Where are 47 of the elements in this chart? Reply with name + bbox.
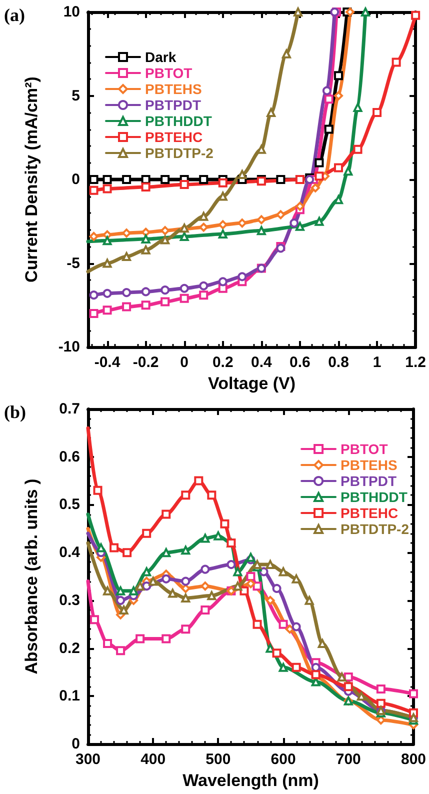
x-tick-label: 700	[336, 751, 361, 768]
y-tick-label: 0.6	[59, 448, 80, 466]
y-tick-label: 0.7	[59, 400, 80, 418]
text: (a)	[4, 5, 25, 25]
legend-label: PBTEHC	[145, 129, 203, 145]
x-tick-label: 0.2	[212, 354, 234, 371]
y-tick-label: 0.3	[59, 592, 80, 609]
x-tick-label: 300	[75, 751, 101, 768]
x-tick-label: 1.2	[405, 354, 426, 371]
legend-label: PBTDTP-2	[145, 145, 214, 161]
legend-label: PBTEHC	[340, 505, 398, 521]
x-axis-title: Wavelength (nm)	[182, 771, 319, 790]
x-tick-label: 600	[270, 751, 296, 768]
legend-label: PBTOT	[340, 441, 388, 457]
x-axis-title: Voltage (V)	[208, 374, 296, 393]
x-tick-label: 0.4	[250, 354, 272, 371]
legend-label: PBTPDT	[340, 473, 397, 489]
x-tick-label: -0.2	[132, 354, 159, 371]
legend-label: PBTEHS	[340, 457, 398, 473]
y-tick-label: 0.4	[59, 544, 81, 562]
y-tick-label: 0	[72, 736, 80, 752]
x-tick-label: 0.8	[328, 354, 349, 371]
legend-label: PBTHDDT	[145, 113, 212, 129]
y-tick-label: 10	[63, 4, 80, 20]
y-tick-label: 0.2	[59, 640, 80, 657]
y-axis-title: Current Density (mA/cm²)	[22, 76, 41, 282]
x-tick-label: 0.6	[290, 354, 310, 371]
legend-label: PBTOT	[145, 65, 193, 81]
legend-label: PBTEHS	[145, 81, 202, 97]
x-tick-label: 0	[180, 354, 189, 371]
x-tick-label: 500	[206, 751, 231, 768]
legend-label: PBTDTP-2	[340, 521, 410, 537]
text: (b)	[4, 402, 26, 422]
y-tick-label: 0.1	[59, 688, 80, 705]
x-tick-label: 1	[372, 354, 382, 371]
x-tick-label: 800	[400, 751, 426, 768]
x-tick-label: 400	[140, 751, 166, 768]
y-axis-title: Absorbance (arb. units )	[22, 478, 41, 674]
legend-label: Dark	[145, 49, 176, 65]
y-tick-label: 5	[72, 87, 80, 104]
y-tick-label: 0.5	[59, 496, 80, 514]
x-tick-label: -0.4	[94, 354, 121, 371]
y-tick-label: -10	[58, 338, 80, 356]
legend-label: PBTPDT	[145, 97, 202, 113]
y-tick-label: -5	[66, 254, 80, 272]
legend-label: PBTHDDT	[340, 489, 408, 505]
y-tick-label: 0	[72, 171, 80, 188]
